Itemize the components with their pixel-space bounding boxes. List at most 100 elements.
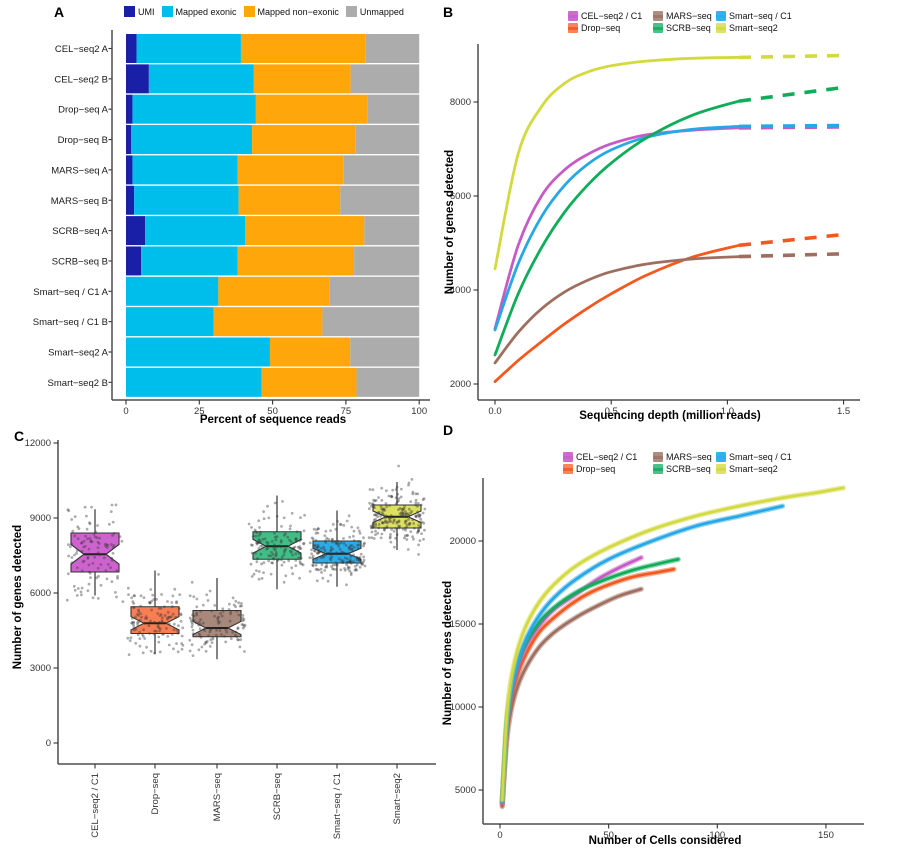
series-line: [500, 486, 845, 802]
svg-text:25: 25: [194, 406, 205, 417]
legend-label: CEL−seq2 / C1: [581, 11, 643, 21]
svg-text:4000: 4000: [450, 285, 471, 296]
legend-key-icon: [653, 464, 663, 474]
svg-text:6000: 6000: [30, 588, 51, 599]
series-line-dashed: [738, 123, 844, 129]
legend-item: Mapped exonic: [161, 6, 237, 17]
legend-key-icon: [568, 23, 578, 33]
svg-text:CEL−seq2 B: CEL−seq2 B: [54, 74, 108, 85]
legend-key-icon: [716, 23, 726, 33]
bar-segment: [136, 34, 241, 63]
series-band: [499, 566, 677, 808]
legend-swatch-icon: [345, 6, 357, 17]
svg-text:Smart−seq2 A: Smart−seq2 A: [48, 348, 109, 359]
legend-item: CEL−seq2 / C1: [568, 11, 642, 21]
bar-segment: [218, 276, 330, 306]
panel-a: UMI Mapped exonic Mapped non−exonic Unmappe…: [0, 0, 440, 432]
jitter-points: [65, 503, 125, 603]
panel-b-yaxis-title: Number of genes detected: [444, 149, 456, 295]
bar-segment: [367, 94, 420, 124]
legend-label: UMI: [138, 6, 155, 17]
panel-c-plot: 0 3000 6000 9000 12000 CEL−seq2 / C1 Drop−seq M…: [25, 438, 436, 839]
svg-text:12000: 12000: [25, 438, 51, 449]
legend-label: MARS−seq: [666, 452, 712, 462]
series-line-dashed: [738, 85, 844, 103]
legend-label: Mapped exonic: [175, 6, 237, 17]
bar-segment: [252, 125, 356, 155]
legend-swatch-icon: [124, 6, 135, 17]
legend-key-icon: [716, 452, 726, 462]
svg-text:Drop−seq B: Drop−seq B: [58, 135, 108, 146]
series-band: [499, 586, 644, 810]
bar-segment: [126, 337, 270, 367]
series-band: [499, 556, 681, 805]
bar-segment: [131, 125, 253, 155]
legend-label: Smart−seq / C1: [729, 11, 792, 21]
boxplot-box: [130, 606, 180, 635]
legend-key-icon: [563, 464, 573, 474]
bar-segment: [350, 64, 420, 94]
panel-b-letter: B: [443, 4, 454, 20]
legend-label: SCRB−seq: [666, 464, 711, 474]
bar-segment: [322, 307, 420, 337]
svg-text:100: 100: [709, 830, 725, 841]
legend-label: SCRB−seq: [666, 23, 711, 33]
legend-item: Smart−seq2: [716, 23, 778, 33]
panel-d-chart: 5000 10000 15000 20000 0 50 100 150: [450, 478, 864, 841]
bar-segment: [141, 246, 238, 276]
bar-segment: [364, 216, 420, 246]
bar-segment: [255, 94, 368, 124]
svg-text:MARS−seq A: MARS−seq A: [51, 165, 108, 176]
category-label: CEL−seq2 / C1: [90, 773, 101, 838]
svg-text:2000: 2000: [450, 379, 471, 390]
bar-segment: [126, 367, 262, 397]
panel-c-yaxis-title: Number of genes detected: [12, 524, 24, 670]
legend-item: SCRB−seq: [653, 23, 711, 33]
panel-b-chart: 2000 4000 6000 8000 0.0 0.5 1.0 1.5: [450, 44, 860, 417]
series-line-dashed: [738, 53, 844, 60]
svg-text:3000: 3000: [30, 663, 51, 674]
svg-text:CEL−seq2 A: CEL−seq2 A: [55, 44, 109, 55]
panel-c: 0 3000 6000 9000 12000 CEL−seq2 / C1 Drop−seq M…: [0, 432, 440, 858]
series-line: [493, 255, 741, 365]
svg-text:0: 0: [497, 830, 502, 841]
legend-item: Smart−seq / C1: [716, 452, 792, 462]
svg-text:10000: 10000: [450, 702, 476, 713]
legend-item: MARS−seq: [653, 452, 712, 462]
svg-text:Smart−seq2 B: Smart−seq2 B: [48, 378, 108, 389]
bar-segment: [126, 94, 133, 124]
legend-key-icon: [568, 11, 578, 21]
bar-segment: [261, 367, 357, 397]
bar-segment: [237, 246, 355, 276]
jitter-points: [367, 464, 427, 556]
svg-text:50: 50: [603, 830, 614, 841]
category-label: Smart−seq / C1: [332, 773, 343, 839]
panel-d-xaxis-title: Number of Cells considered: [588, 835, 742, 847]
legend-key-icon: [653, 452, 663, 462]
boxplot-box: [312, 540, 362, 564]
svg-text:0: 0: [46, 738, 51, 749]
svg-text:100: 100: [411, 406, 427, 417]
svg-text:MARS−seq B: MARS−seq B: [51, 196, 108, 207]
bar-segment: [132, 155, 238, 185]
panel-d-yaxis-title: Number of genes detected: [442, 580, 454, 726]
legend-key-icon: [653, 23, 663, 33]
svg-text:Smart−seq / C1 B: Smart−seq / C1 B: [33, 317, 108, 328]
legend-label: Drop−seq: [581, 23, 621, 33]
bar-segment: [350, 337, 420, 367]
bar-segment: [126, 276, 219, 306]
bar-segment: [237, 155, 344, 185]
legend-swatch-icon: [243, 6, 255, 17]
series-line: [493, 99, 741, 357]
bar-segment: [126, 185, 135, 215]
svg-text:9000: 9000: [30, 513, 51, 524]
legend-item: UMI: [124, 6, 155, 17]
panel-b: CEL−seq2 / C1 Drop−seq MARS−seq SCRB−seq Sma…: [440, 0, 901, 432]
bar-segment: [126, 246, 142, 276]
svg-text:0.5: 0.5: [605, 406, 618, 417]
svg-text:6000: 6000: [450, 191, 471, 202]
svg-text:Smart−seq / C1 A: Smart−seq / C1 A: [33, 287, 108, 298]
bar-segment: [134, 185, 239, 215]
legend-key-icon: [563, 452, 573, 462]
